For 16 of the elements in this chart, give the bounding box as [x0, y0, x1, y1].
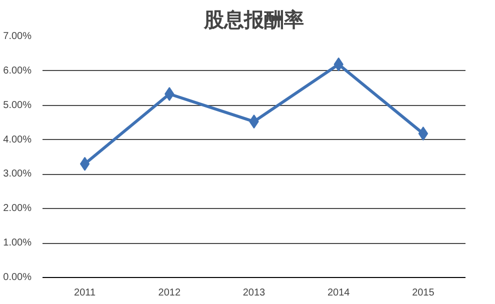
y-tick-label: 6.00%: [3, 65, 32, 76]
y-tick-label: 2.00%: [3, 203, 32, 214]
chart-title: 股息报酬率: [203, 8, 304, 32]
y-tick-label: 0.00%: [3, 272, 32, 283]
point: [80, 156, 90, 171]
y-tick-label: 1.00%: [3, 238, 32, 249]
x-tick-label: 2013: [242, 288, 266, 298]
y-tick-label: 5.00%: [3, 100, 32, 111]
x-tick-label: 2015: [412, 288, 435, 298]
x-tick-label: 2011: [74, 288, 96, 298]
y-tick-label: 7.00%: [3, 31, 32, 42]
point: [418, 126, 428, 141]
y-tick-label: 4.00%: [3, 134, 32, 146]
y-tick-label: 3.00%: [3, 168, 32, 180]
x-tick-label: 2012: [158, 288, 181, 298]
x-tick-label: 2014: [327, 288, 350, 298]
